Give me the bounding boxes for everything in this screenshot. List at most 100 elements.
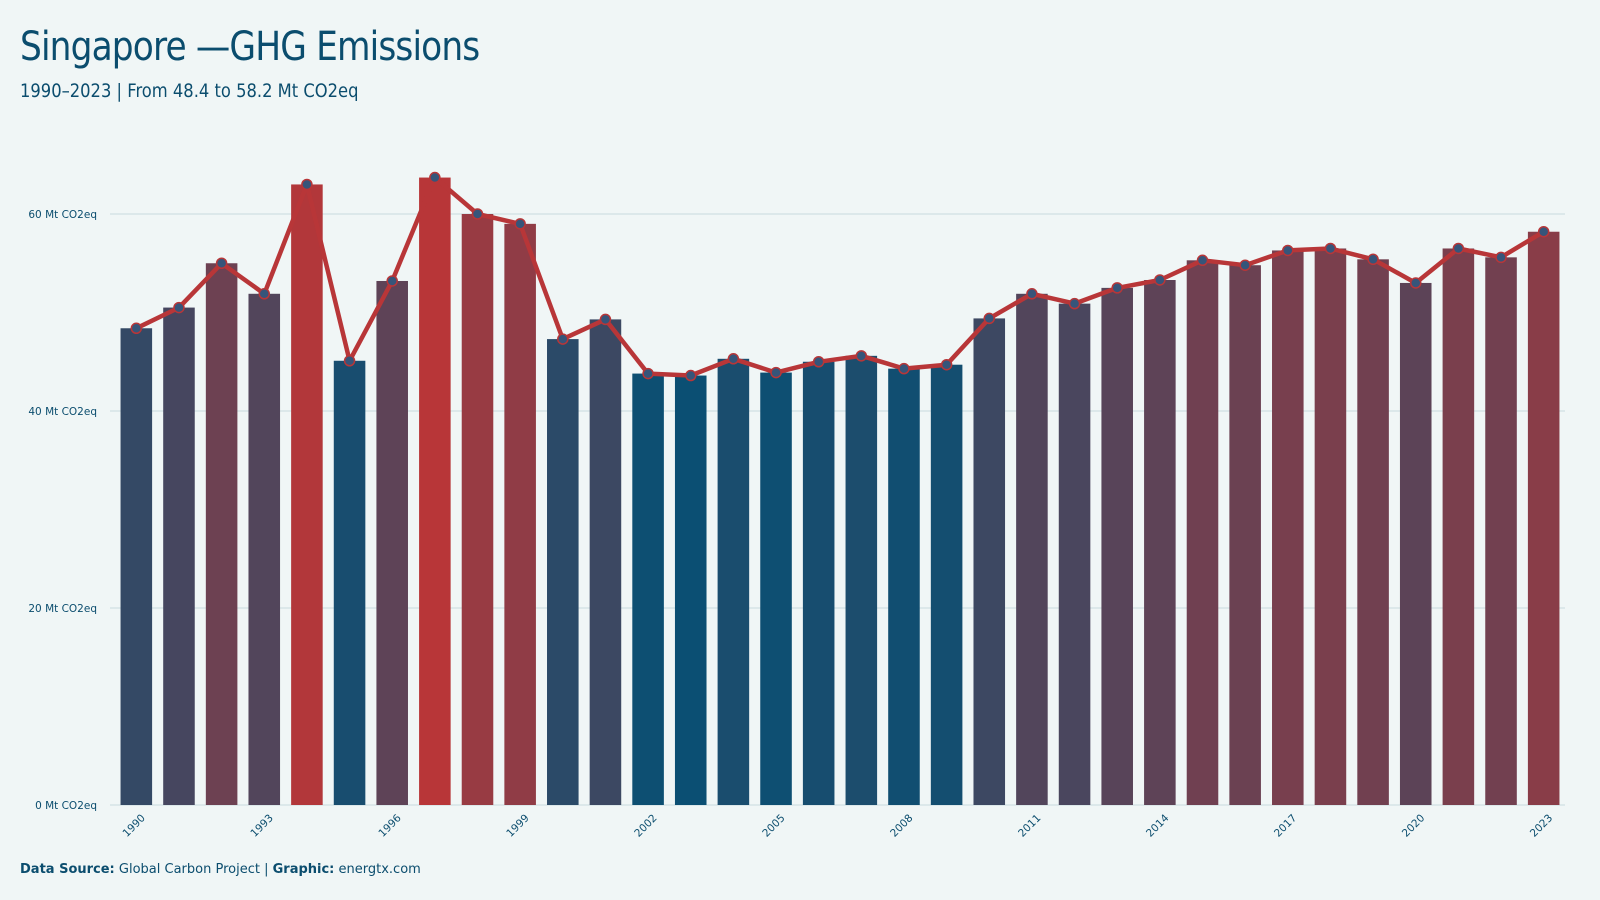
data-point (1154, 274, 1166, 286)
x-tick-label: 2008 (888, 812, 915, 839)
bar (845, 355, 878, 805)
bar (589, 319, 622, 805)
bar (1058, 303, 1091, 805)
x-tick-label: 1993 (248, 812, 275, 839)
data-points (130, 171, 1550, 382)
bar (1144, 279, 1176, 805)
x-tick-label: 2020 (1400, 812, 1427, 839)
bar (1485, 257, 1517, 806)
bar (1527, 231, 1560, 806)
x-tick-label: 1996 (376, 812, 404, 840)
data-point (770, 366, 782, 379)
x-tick-label: 2002 (632, 812, 659, 839)
footer-separator: | (259, 862, 273, 877)
y-axis-ticks: 0 Mt CO2eq 20 Mt CO2eq 40 Mt CO2eq 60 Mt CO… (28, 209, 97, 812)
data-point (1026, 288, 1038, 300)
bar (930, 364, 963, 805)
data-point (429, 171, 441, 184)
bar (1016, 293, 1048, 805)
data-point (855, 350, 868, 362)
data-point (301, 178, 313, 191)
data-point (1537, 225, 1550, 238)
x-tick-label: 1990 (121, 812, 148, 839)
data-point (1452, 242, 1465, 255)
x-tick-label: 2014 (1144, 812, 1172, 840)
data-point (1409, 277, 1422, 289)
data-point (343, 355, 356, 367)
chart-subtitle: 1990–2023 | From 48.4 to 58.2 Mt CO2eq (20, 80, 359, 102)
trend-line-path (134, 175, 1546, 378)
data-point (642, 367, 654, 380)
y-tick-label: 40 Mt CO2eq (28, 406, 97, 418)
x-tick-label: 1999 (504, 812, 531, 839)
footer-graphic-label: Graphic: (272, 862, 335, 877)
data-point (258, 288, 271, 300)
x-tick-label: 2005 (760, 812, 787, 839)
bar (1357, 259, 1389, 805)
bar (632, 373, 664, 805)
gridlines (110, 213, 1565, 806)
bars (120, 177, 1560, 806)
bar (1101, 287, 1133, 805)
bar (1442, 248, 1475, 806)
bar (205, 263, 238, 805)
data-point (599, 313, 612, 326)
x-tick-label: 2011 (1016, 812, 1043, 839)
data-point (684, 369, 697, 382)
bar (760, 372, 792, 805)
bar (1186, 260, 1219, 805)
bar (674, 375, 707, 805)
bar (419, 177, 451, 805)
data-point (1367, 253, 1379, 266)
bar (376, 280, 408, 806)
data-point (130, 322, 143, 335)
bar (1229, 265, 1261, 806)
footer: Data Source: Global Carbon Project | Gra… (20, 862, 421, 877)
data-point (1495, 251, 1507, 264)
bar (547, 339, 579, 805)
y-tick-label: 60 Mt CO2eq (28, 209, 97, 221)
bar (1314, 248, 1347, 806)
bar (163, 307, 195, 805)
bar (120, 328, 153, 805)
data-point (514, 218, 526, 230)
bar (1399, 282, 1432, 805)
data-point (812, 356, 825, 368)
data-point (386, 275, 398, 287)
data-point (215, 257, 228, 269)
footer-source-value: Global Carbon Project (118, 862, 260, 877)
footer-graphic-value: energtx.com (338, 862, 421, 877)
bar (973, 318, 1006, 805)
data-point (173, 301, 185, 314)
y-tick-label: 0 Mt CO2eq (35, 800, 97, 812)
bar (333, 360, 366, 805)
bar (802, 361, 835, 805)
x-tick-label: 2023 (1528, 812, 1555, 839)
trend-line (134, 175, 1546, 378)
data-point (898, 362, 910, 375)
chart-title: Singapore —GHG Emissions (20, 24, 480, 70)
data-point (940, 358, 953, 371)
bar-line-chart: 0 Mt CO2eq 20 Mt CO2eq 40 Mt CO2eq 60 Mt CO… (28, 171, 1565, 840)
data-point (557, 333, 569, 345)
data-point (1324, 242, 1337, 255)
bar (717, 358, 750, 805)
data-point (1068, 297, 1081, 310)
x-tick-label: 2017 (1272, 812, 1299, 839)
bar (1272, 250, 1304, 805)
data-point (983, 312, 996, 325)
data-point (1111, 282, 1123, 294)
data-point (727, 353, 740, 365)
data-point (1196, 254, 1209, 267)
bar (461, 214, 494, 805)
data-point (1282, 244, 1294, 257)
bar (504, 223, 536, 806)
bar (291, 184, 323, 805)
data-point (1239, 259, 1251, 271)
bar (888, 368, 920, 805)
footer-source-label: Data Source: (20, 862, 115, 877)
bar (248, 293, 281, 805)
x-axis-ticks: 1990 1993 1996 1999 2002 2005 2008 2011 2014 2017… (121, 812, 1556, 840)
y-tick-label: 20 Mt CO2eq (28, 603, 97, 615)
data-point (471, 208, 484, 220)
